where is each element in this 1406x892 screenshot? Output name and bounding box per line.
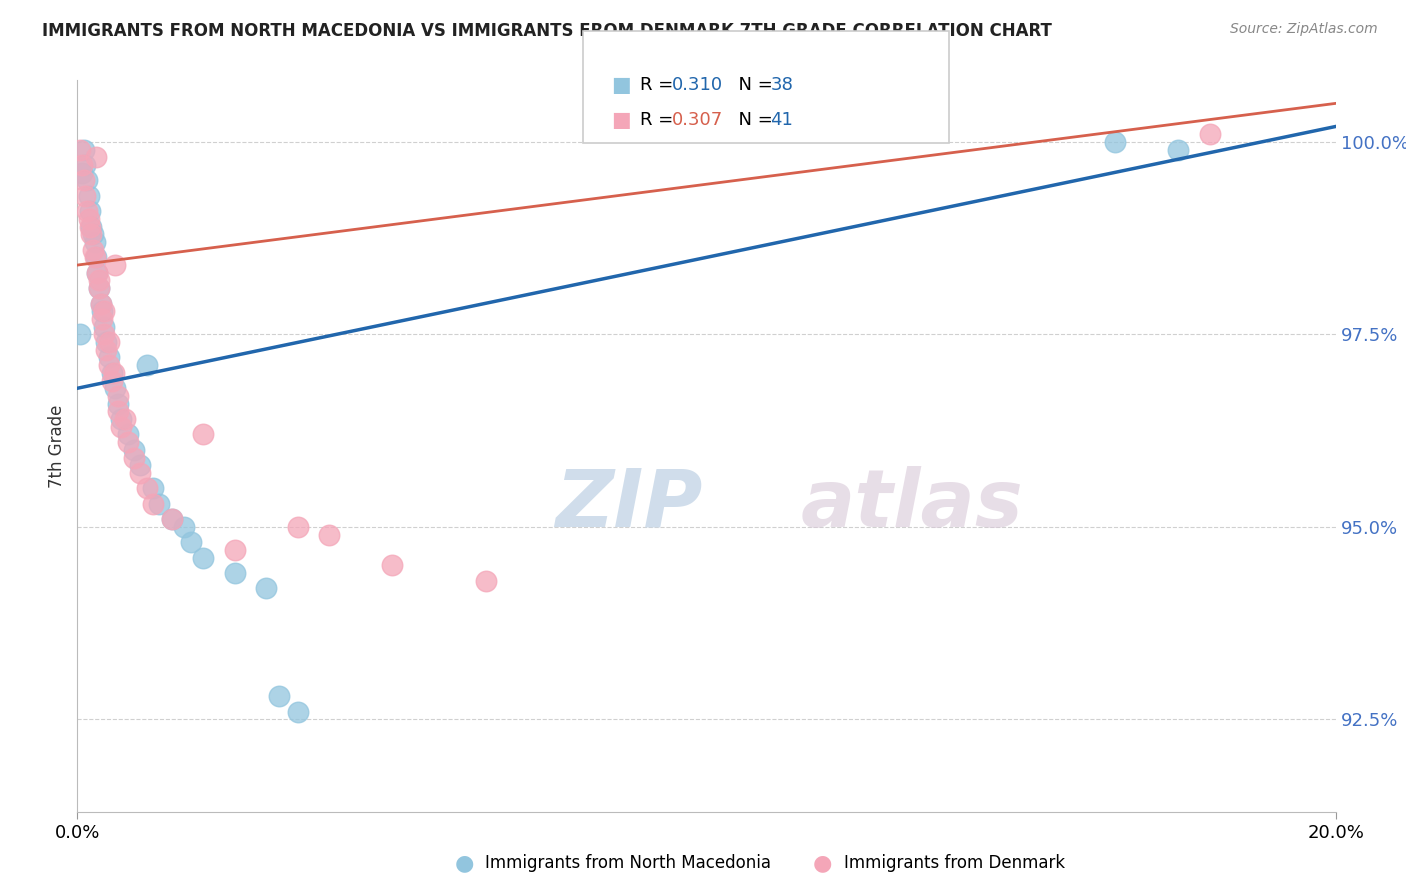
Point bbox=[97, 358, 120, 372]
Point bbox=[72, 158, 94, 172]
Point bbox=[381, 558, 404, 573]
Point bbox=[82, 227, 104, 242]
Text: ■: ■ bbox=[612, 75, 631, 95]
Point bbox=[94, 343, 117, 357]
Point bbox=[89, 273, 111, 287]
Text: ZIP: ZIP bbox=[555, 466, 703, 543]
Point bbox=[94, 334, 117, 349]
Point bbox=[224, 543, 246, 558]
Point bbox=[117, 427, 139, 442]
Point bbox=[90, 296, 112, 310]
Point bbox=[77, 188, 100, 202]
Text: N =: N = bbox=[727, 112, 779, 129]
Point bbox=[84, 150, 107, 164]
Point bbox=[101, 374, 124, 388]
Point bbox=[191, 550, 215, 565]
Point bbox=[84, 251, 107, 265]
Point bbox=[89, 281, 111, 295]
Text: 0.310: 0.310 bbox=[672, 76, 723, 94]
Point bbox=[1167, 143, 1189, 157]
Point bbox=[80, 219, 103, 234]
Point bbox=[110, 419, 132, 434]
Text: R =: R = bbox=[640, 112, 679, 129]
Point bbox=[90, 296, 112, 310]
Point bbox=[122, 442, 145, 457]
Point bbox=[160, 512, 183, 526]
Point bbox=[82, 243, 104, 257]
Text: ●: ● bbox=[813, 854, 832, 873]
Point bbox=[72, 173, 94, 187]
Point bbox=[79, 204, 101, 219]
Text: 38: 38 bbox=[770, 76, 793, 94]
Point bbox=[101, 366, 124, 380]
Point bbox=[287, 520, 309, 534]
Point bbox=[1104, 135, 1126, 149]
Point bbox=[84, 251, 107, 265]
Point bbox=[267, 690, 290, 704]
Point bbox=[114, 412, 136, 426]
Point bbox=[91, 312, 114, 326]
Point bbox=[110, 412, 132, 426]
Point bbox=[86, 266, 108, 280]
Point bbox=[1198, 127, 1220, 141]
Point bbox=[76, 204, 98, 219]
Point bbox=[135, 481, 157, 495]
Point bbox=[86, 266, 108, 280]
Point bbox=[129, 458, 152, 473]
Point bbox=[180, 535, 202, 549]
Point bbox=[475, 574, 498, 588]
Text: Immigrants from Denmark: Immigrants from Denmark bbox=[844, 855, 1064, 872]
Point bbox=[191, 427, 215, 442]
Point bbox=[254, 582, 277, 596]
Point bbox=[107, 397, 129, 411]
Point bbox=[129, 466, 152, 480]
Point bbox=[97, 334, 120, 349]
Point bbox=[122, 450, 145, 465]
Point bbox=[142, 497, 165, 511]
Point bbox=[76, 173, 98, 187]
Point bbox=[79, 219, 101, 234]
Point bbox=[72, 166, 94, 180]
Point bbox=[89, 281, 111, 295]
Point bbox=[103, 366, 125, 380]
Point bbox=[107, 404, 129, 418]
Text: R =: R = bbox=[640, 76, 679, 94]
Point bbox=[173, 520, 195, 534]
Point bbox=[104, 258, 127, 272]
Point bbox=[73, 188, 96, 202]
Text: Immigrants from North Macedonia: Immigrants from North Macedonia bbox=[485, 855, 770, 872]
Point bbox=[224, 566, 246, 580]
Point bbox=[142, 481, 165, 495]
Point bbox=[160, 512, 183, 526]
Text: Source: ZipAtlas.com: Source: ZipAtlas.com bbox=[1230, 22, 1378, 37]
Point bbox=[97, 351, 120, 365]
Point bbox=[93, 327, 115, 342]
Point bbox=[135, 358, 157, 372]
Point bbox=[318, 527, 340, 541]
Point bbox=[287, 705, 309, 719]
Text: IMMIGRANTS FROM NORTH MACEDONIA VS IMMIGRANTS FROM DENMARK 7TH GRADE CORRELATION: IMMIGRANTS FROM NORTH MACEDONIA VS IMMIG… bbox=[42, 22, 1052, 40]
Text: ●: ● bbox=[454, 854, 474, 873]
Point bbox=[93, 319, 115, 334]
Point bbox=[73, 158, 96, 172]
Point bbox=[72, 143, 94, 157]
Y-axis label: 7th Grade: 7th Grade bbox=[48, 404, 66, 488]
Point bbox=[69, 143, 91, 157]
Point bbox=[148, 497, 170, 511]
Text: atlas: atlas bbox=[801, 466, 1024, 543]
Point bbox=[84, 235, 107, 249]
Point bbox=[80, 227, 103, 242]
Point bbox=[117, 435, 139, 450]
Text: ■: ■ bbox=[612, 111, 631, 130]
Text: 0.307: 0.307 bbox=[672, 112, 723, 129]
Point bbox=[77, 211, 100, 226]
Point bbox=[91, 304, 114, 318]
Text: N =: N = bbox=[727, 76, 779, 94]
Point bbox=[107, 389, 129, 403]
Text: 41: 41 bbox=[770, 112, 793, 129]
Point bbox=[104, 381, 127, 395]
Point bbox=[93, 304, 115, 318]
Point bbox=[69, 327, 91, 342]
